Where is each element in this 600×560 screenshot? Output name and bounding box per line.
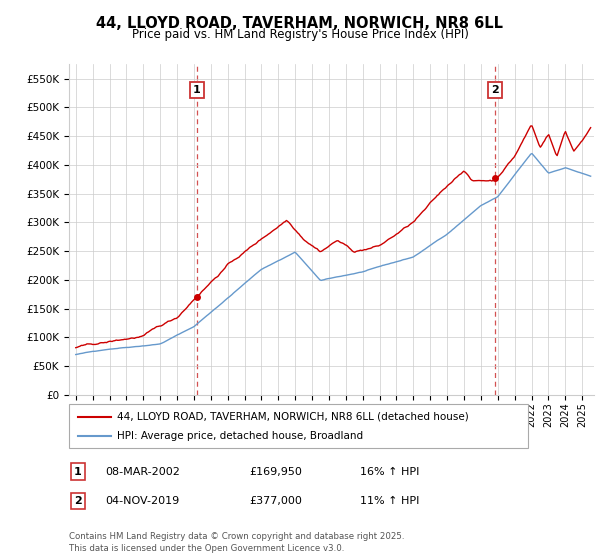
Text: 16% ↑ HPI: 16% ↑ HPI bbox=[360, 466, 419, 477]
Text: Price paid vs. HM Land Registry's House Price Index (HPI): Price paid vs. HM Land Registry's House … bbox=[131, 28, 469, 41]
Text: 11% ↑ HPI: 11% ↑ HPI bbox=[360, 496, 419, 506]
Text: £169,950: £169,950 bbox=[249, 466, 302, 477]
Text: £377,000: £377,000 bbox=[249, 496, 302, 506]
Text: 1: 1 bbox=[193, 85, 201, 95]
Text: 1: 1 bbox=[74, 466, 82, 477]
Text: 2: 2 bbox=[491, 85, 499, 95]
Text: HPI: Average price, detached house, Broadland: HPI: Average price, detached house, Broa… bbox=[117, 431, 363, 441]
Text: 2: 2 bbox=[74, 496, 82, 506]
Text: 44, LLOYD ROAD, TAVERHAM, NORWICH, NR8 6LL (detached house): 44, LLOYD ROAD, TAVERHAM, NORWICH, NR8 6… bbox=[117, 412, 469, 422]
Text: 04-NOV-2019: 04-NOV-2019 bbox=[105, 496, 179, 506]
Text: 08-MAR-2002: 08-MAR-2002 bbox=[105, 466, 180, 477]
Text: 44, LLOYD ROAD, TAVERHAM, NORWICH, NR8 6LL: 44, LLOYD ROAD, TAVERHAM, NORWICH, NR8 6… bbox=[97, 16, 503, 31]
Text: Contains HM Land Registry data © Crown copyright and database right 2025.
This d: Contains HM Land Registry data © Crown c… bbox=[69, 532, 404, 553]
